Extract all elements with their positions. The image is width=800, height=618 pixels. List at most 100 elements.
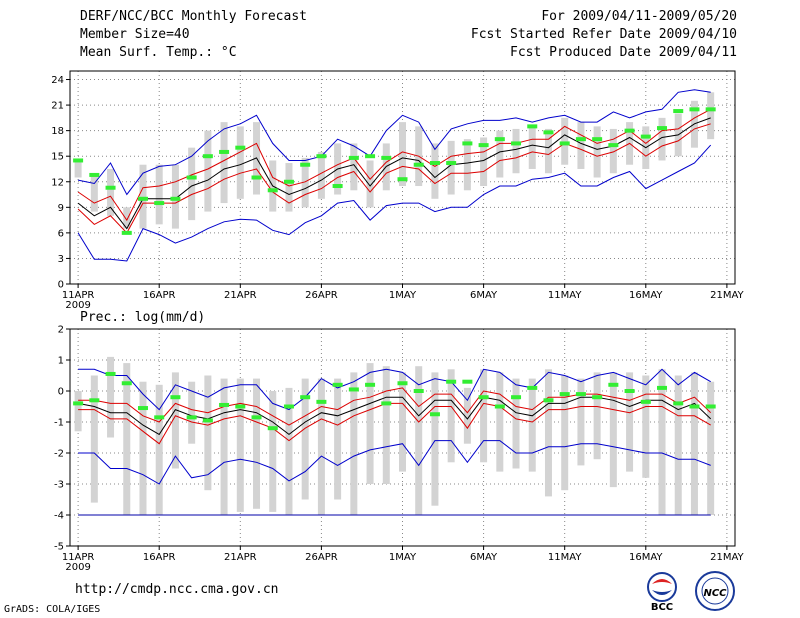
prec-observed-mark xyxy=(559,392,570,397)
temp-xtick-label: 11MAY xyxy=(548,290,582,301)
prec-xtick-label: 6MAY xyxy=(470,552,498,563)
prec-observed-mark xyxy=(413,389,424,393)
prec-observed-mark xyxy=(673,401,684,406)
prec-observed-mark xyxy=(527,385,538,390)
prec-min-line xyxy=(78,440,711,485)
prec-spread-box xyxy=(188,381,196,444)
prec-observed-mark xyxy=(89,398,100,403)
temp-observed-mark xyxy=(462,141,473,146)
temp-ytick-label: 0 xyxy=(58,280,64,291)
temp-observed-mark xyxy=(381,155,392,160)
prec-spread-box xyxy=(593,372,601,460)
prec-spread-box xyxy=(609,372,617,488)
temp-spread-box xyxy=(188,147,196,221)
temp-xtick-label: 21MAY xyxy=(710,290,744,301)
temp-spread-box xyxy=(609,128,617,174)
temp-spread-box xyxy=(90,173,98,212)
member-size: Member Size=40 xyxy=(80,27,190,42)
prec-observed-mark xyxy=(300,395,311,400)
prec-observed-mark xyxy=(235,404,246,409)
temp-spread-box xyxy=(74,160,82,178)
temp-observed-mark xyxy=(300,162,311,167)
prec-spread-box xyxy=(220,378,228,515)
temp-spread-box xyxy=(512,128,520,174)
prec-xtick-label: 26APR xyxy=(305,552,338,563)
temp-ytick-label: 15 xyxy=(51,152,64,163)
grads-credit: GrADS: COLA/IGES xyxy=(4,604,101,615)
temp-mean-line xyxy=(77,117,711,230)
temp-observed-mark xyxy=(575,137,586,142)
temp-spread-box xyxy=(561,117,569,165)
prec-observed-mark xyxy=(592,395,603,400)
prec-spread-box xyxy=(528,378,536,472)
temp-observed-mark xyxy=(559,141,570,146)
prec-spread-box xyxy=(480,369,488,463)
temp-observed-mark xyxy=(413,162,424,167)
temp-observed-mark xyxy=(89,172,100,177)
temp-observed-mark xyxy=(640,134,651,139)
temp-observed-mark xyxy=(154,201,165,206)
temp-min-line xyxy=(77,144,712,262)
prec-year-label: 2009 xyxy=(65,562,90,573)
prec-observed-mark xyxy=(397,381,408,386)
prec-spread-box xyxy=(642,375,650,478)
temp-panel: 0 3 6 9 12 15 18 21 24 11APR 16APR 21APR 26APR 1MAY 6M… xyxy=(51,70,745,311)
prec-spread-box xyxy=(139,381,147,515)
prec-spread-box xyxy=(674,375,682,515)
temp-observed-mark xyxy=(332,184,343,189)
website-url[interactable]: http://cmdp.ncc.cma.gov.cn xyxy=(75,582,279,597)
prec-observed-mark xyxy=(608,382,619,387)
temp-observed-mark xyxy=(689,107,700,112)
temp-spread-box xyxy=(301,157,309,208)
forecast-period: For 2009/04/11-2009/05/20 xyxy=(541,9,737,24)
temp-ytick-label: 21 xyxy=(51,101,64,112)
temp-spread-box xyxy=(480,137,488,187)
temp-xtick-label: 26APR xyxy=(305,290,338,301)
prec-spread-box xyxy=(350,372,358,515)
temp-spread-box xyxy=(496,130,504,178)
prec-observed-mark xyxy=(624,389,635,393)
start-date: Fcst Started Refer Date 2009/04/10 xyxy=(470,27,737,42)
prec-spread-box xyxy=(204,375,212,491)
prec-observed-mark xyxy=(365,382,376,387)
temp-xtick-label: 21APR xyxy=(224,290,257,301)
temp-observed-mark xyxy=(657,126,668,131)
prec-observed-mark xyxy=(657,385,668,390)
temp-spread-box xyxy=(107,168,115,216)
temp-observed-mark xyxy=(235,145,246,150)
prec-ytick-label: 0 xyxy=(58,387,64,398)
prec-spread-box xyxy=(366,363,374,484)
prec-upper-line xyxy=(78,387,712,426)
prec-spread-box xyxy=(399,372,406,472)
temp-ytick-label: 9 xyxy=(58,203,64,214)
temp-observed-mark xyxy=(283,179,294,184)
temp-upper-line xyxy=(77,108,711,222)
temp-observed-mark xyxy=(316,154,327,159)
temp-xtick-label: 16MAY xyxy=(629,290,663,301)
prec-panel: -5 -4 -3 -2 -1 0 1 2 11APR 16APR 21APR 26APR 1MAY 6MA… xyxy=(54,310,745,573)
prec-ytick-label: -2 xyxy=(54,449,64,460)
temp-spread-box xyxy=(447,140,455,195)
prec-spread-box xyxy=(496,372,504,472)
prec-spread-box xyxy=(269,391,277,512)
prec-xtick-label: 16MAY xyxy=(629,552,663,563)
prec-lower-line xyxy=(78,402,711,445)
prec-observed-mark xyxy=(105,371,116,376)
temp-spread-box xyxy=(123,207,131,229)
bcc-logo-text: BCC xyxy=(651,602,673,612)
temp-lower-line xyxy=(77,123,711,234)
temp-observed-mark xyxy=(397,177,408,182)
temp-spread-box xyxy=(204,130,212,212)
temp-spread-box xyxy=(171,164,179,229)
prec-spread-box xyxy=(447,369,455,463)
prec-xtick-label: 11MAY xyxy=(548,552,582,563)
temp-spread-box xyxy=(577,122,585,169)
temp-spread-box xyxy=(544,128,552,174)
prec-spread-box xyxy=(561,375,569,491)
chart-header-right: For 2009/04/11-2009/05/20 Fcst Started Re… xyxy=(471,8,737,62)
temp-spread-box xyxy=(366,160,374,208)
prec-observed-mark xyxy=(137,406,148,411)
prec-spread-box xyxy=(253,378,261,509)
prec-observed-mark xyxy=(73,401,84,406)
prec-spread-box xyxy=(626,372,634,472)
